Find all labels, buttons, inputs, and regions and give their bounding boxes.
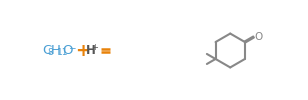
Text: H: H (86, 44, 95, 57)
Text: +: + (91, 43, 98, 52)
Text: H: H (51, 44, 61, 57)
Text: 11: 11 (57, 48, 68, 57)
Text: 8: 8 (48, 48, 54, 57)
Text: −: − (68, 43, 76, 52)
Text: O: O (255, 32, 263, 42)
Text: O: O (63, 44, 73, 57)
Text: +: + (75, 42, 90, 60)
Text: C: C (43, 44, 52, 57)
